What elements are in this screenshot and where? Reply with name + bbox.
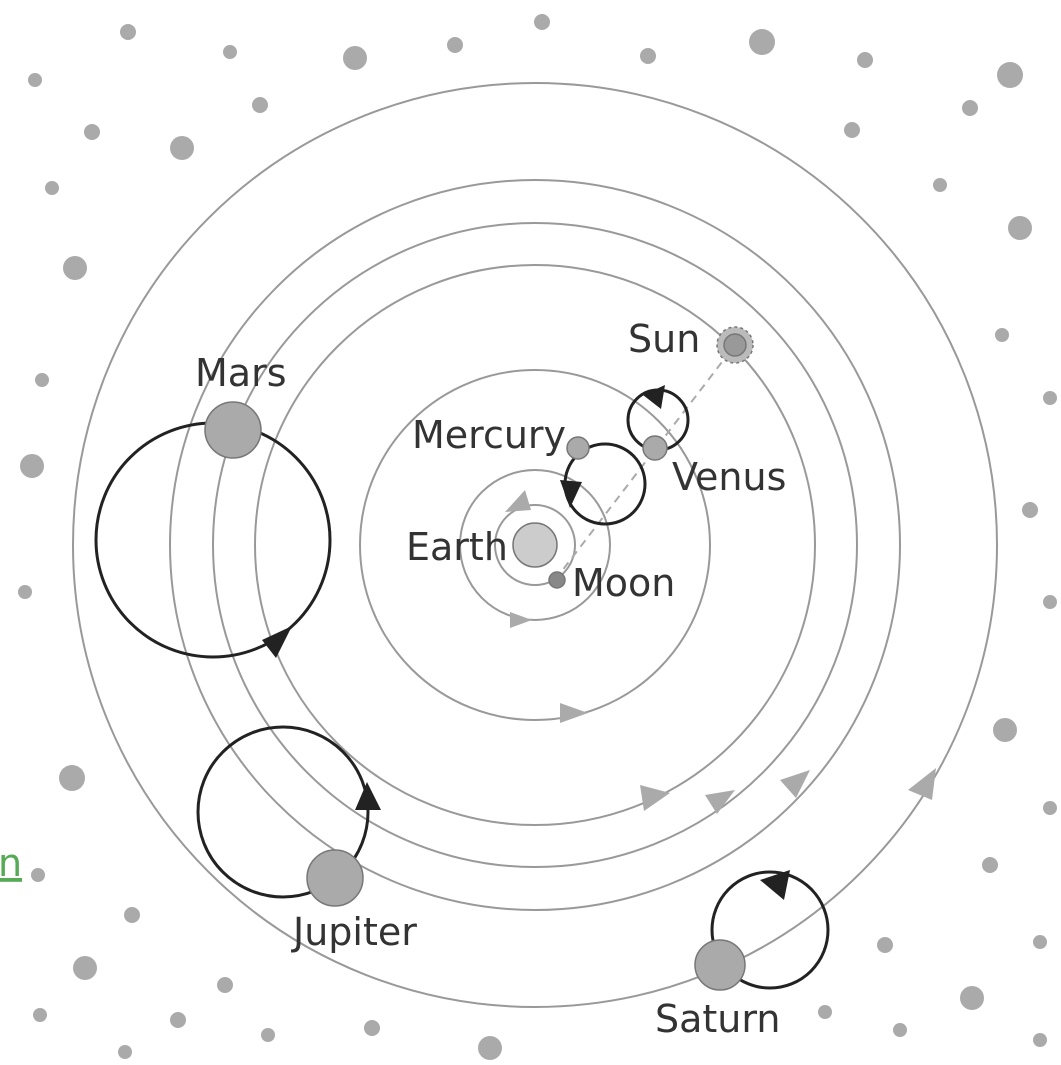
sun-label: Sun — [628, 317, 700, 361]
epicycles — [94, 385, 830, 990]
link-fragment[interactable]: n — [0, 841, 22, 885]
arrows — [505, 490, 936, 814]
venus-label: Venus — [672, 455, 786, 499]
earth-label: Earth — [406, 525, 508, 569]
mercury-label: Mercury — [412, 413, 566, 457]
mars-label: Mars — [195, 351, 287, 395]
orbits — [72, 82, 998, 1008]
stars — [18, 14, 1057, 1060]
moon-label: Moon — [572, 561, 675, 605]
jupiter-label: Jupiter — [291, 910, 417, 954]
bodies — [204, 326, 754, 991]
saturn-label: Saturn — [655, 997, 780, 1041]
